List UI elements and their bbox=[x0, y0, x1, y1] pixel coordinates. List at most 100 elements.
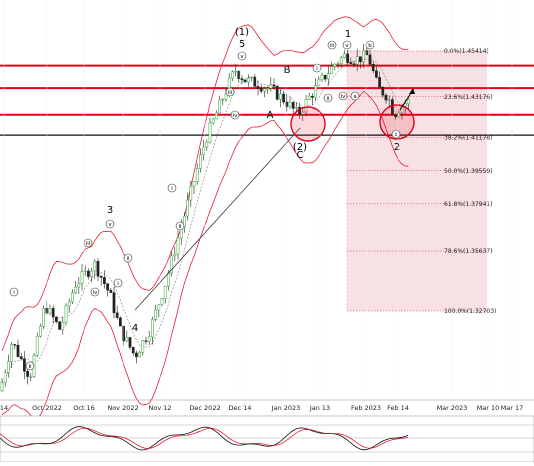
subwave-label: v bbox=[240, 54, 244, 60]
x-tick-label: Nov 2022 bbox=[107, 404, 138, 412]
candle-body bbox=[256, 86, 260, 89]
candle-body bbox=[157, 304, 161, 311]
candle-body bbox=[106, 283, 109, 291]
candle-body bbox=[343, 53, 346, 58]
candle-body bbox=[304, 99, 308, 113]
candle-body bbox=[243, 79, 247, 83]
x-tick-label: Feb 14 bbox=[387, 404, 409, 412]
candle-body bbox=[173, 253, 177, 257]
subwave-label: iv bbox=[93, 290, 99, 296]
candle-body bbox=[301, 111, 305, 115]
subwave-label: iii bbox=[330, 43, 335, 49]
subwave-circle bbox=[175, 221, 185, 231]
subwave-circle bbox=[323, 93, 333, 103]
candle-body bbox=[141, 340, 145, 353]
subwave-circle bbox=[342, 40, 352, 50]
candle-body bbox=[42, 308, 45, 327]
candle-body bbox=[192, 181, 196, 187]
wave-label: A bbox=[267, 110, 274, 121]
candle-body bbox=[247, 77, 250, 83]
wave-label: (2) bbox=[293, 142, 307, 153]
candle-body bbox=[272, 84, 276, 87]
x-tick-label: Oct 16 bbox=[73, 404, 95, 412]
candle-body bbox=[183, 215, 186, 228]
subwave-label: i bbox=[316, 66, 318, 72]
candle-body bbox=[103, 277, 106, 285]
wave-label: 1 bbox=[345, 29, 351, 40]
candle-body bbox=[189, 185, 193, 201]
wave-2-circle bbox=[379, 104, 415, 140]
candle-body bbox=[298, 107, 301, 115]
candle-body bbox=[253, 76, 257, 87]
fib-label: 100.0%(1.32703) bbox=[444, 308, 496, 315]
candle-body bbox=[208, 122, 212, 143]
candle-body bbox=[336, 63, 340, 65]
candle-body bbox=[375, 70, 378, 78]
candle-body bbox=[240, 78, 244, 81]
candle-body bbox=[35, 335, 39, 356]
candle-body bbox=[381, 86, 385, 96]
wave-label: 5 bbox=[239, 39, 245, 50]
x-tick-label: Mar 2023 bbox=[437, 404, 468, 412]
candle-body bbox=[154, 309, 157, 320]
wave-label: 3 bbox=[107, 205, 113, 216]
subwave-label: ii bbox=[28, 364, 32, 370]
subwave-circle bbox=[350, 91, 360, 101]
wave-label: (1) bbox=[235, 27, 249, 38]
x-tick-label: Mar 10 bbox=[477, 404, 500, 412]
subwave-label: ii bbox=[326, 96, 330, 102]
candle-body bbox=[330, 66, 333, 74]
candle-body bbox=[355, 56, 359, 65]
candle-body bbox=[99, 275, 103, 278]
subwave-label: i bbox=[13, 290, 15, 296]
candle-body bbox=[250, 76, 253, 79]
x-tick-label: Nov 12 bbox=[148, 404, 171, 412]
candle-body bbox=[186, 199, 189, 217]
candle-body bbox=[176, 237, 180, 255]
subwave-label: i bbox=[117, 281, 119, 287]
candle-body bbox=[199, 154, 202, 169]
candle-body bbox=[365, 50, 369, 56]
candle-body bbox=[285, 101, 289, 107]
fib-label: 78.6%(1.35637) bbox=[444, 248, 493, 255]
wave-label: 2 bbox=[394, 142, 400, 153]
candle-body bbox=[67, 301, 71, 307]
candle-body bbox=[125, 337, 129, 342]
candle-body bbox=[19, 356, 23, 360]
candle-body bbox=[368, 54, 372, 65]
candle-body bbox=[83, 270, 87, 273]
subwave-circle bbox=[25, 361, 35, 371]
candle-body bbox=[237, 71, 241, 79]
x-tick-label: Feb 2023 bbox=[351, 404, 381, 412]
candle-body bbox=[195, 168, 199, 182]
candle-body bbox=[131, 347, 135, 354]
subwave-label: ii bbox=[126, 256, 130, 262]
candle-body bbox=[205, 142, 209, 148]
candle-body bbox=[80, 271, 84, 284]
candle-body bbox=[333, 64, 337, 67]
candle-body bbox=[391, 99, 394, 116]
candle-body bbox=[128, 337, 132, 348]
candle-body bbox=[259, 88, 263, 92]
subwave-label: iv bbox=[233, 113, 239, 119]
x-tick-label: Oct 2022 bbox=[32, 404, 62, 412]
candle-body bbox=[317, 79, 321, 86]
candle-body bbox=[135, 352, 138, 358]
candle-body bbox=[61, 321, 65, 330]
candle-body bbox=[397, 112, 401, 118]
candle-body bbox=[378, 77, 381, 88]
subwave-label: c bbox=[394, 132, 397, 138]
candle-body bbox=[327, 73, 330, 80]
fib-label: 50.0%(1.39559) bbox=[444, 168, 493, 175]
x-tick-label: Jan 2023 bbox=[271, 404, 301, 412]
candle-body bbox=[394, 114, 397, 118]
candle-body bbox=[39, 326, 42, 337]
candle-body bbox=[55, 316, 58, 322]
subwave-label: v bbox=[345, 43, 349, 49]
fib-zone bbox=[347, 51, 487, 311]
x-tick-label: Dec 14 bbox=[229, 404, 252, 412]
candle-body bbox=[112, 292, 116, 314]
candle-body bbox=[387, 99, 391, 101]
trend-line bbox=[134, 127, 301, 311]
candle-body bbox=[231, 71, 234, 79]
